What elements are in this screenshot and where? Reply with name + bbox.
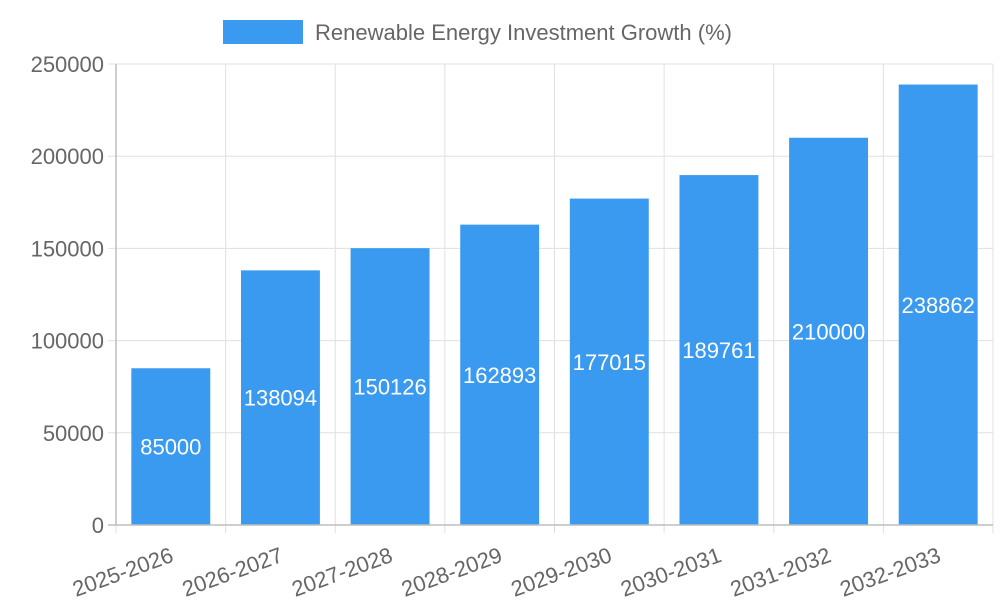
y-tick-label: 100000	[31, 329, 104, 354]
bar-value-label: 85000	[140, 435, 201, 460]
bar-value-label: 138094	[244, 386, 317, 411]
y-tick-label: 200000	[31, 144, 104, 169]
x-tick-label: 2028-2029	[398, 542, 505, 600]
y-tick-label: 0	[92, 513, 104, 538]
x-tick-label: 2026-2027	[179, 542, 286, 600]
x-tick-label: 2030-2031	[617, 542, 724, 600]
bar[interactable]	[240, 270, 320, 525]
grid	[108, 63, 994, 533]
bar[interactable]	[131, 368, 211, 525]
legend[interactable]: Renewable Energy Investment Growth (%)	[223, 20, 732, 45]
legend-label[interactable]: Renewable Energy Investment Growth (%)	[315, 20, 732, 45]
x-tick-label: 2027-2028	[288, 542, 395, 600]
y-axis-ticks: 0 50000 100000 150000 200000 250000	[31, 52, 104, 538]
bar[interactable]	[679, 175, 759, 525]
bars	[131, 84, 978, 525]
legend-swatch[interactable]	[223, 20, 303, 44]
bar-value-label: 189761	[682, 338, 755, 363]
axes	[108, 64, 993, 526]
bar-value-label: 210000	[792, 319, 865, 344]
x-tick-label: 2025-2026	[69, 542, 176, 600]
bar-value-label: 150126	[353, 375, 426, 400]
x-tick-label: 2032-2033	[836, 542, 943, 600]
bar-value-label: 177015	[573, 350, 646, 375]
bar-value-label: 162893	[463, 363, 536, 388]
y-tick-label: 250000	[31, 52, 104, 77]
bar[interactable]	[789, 137, 869, 525]
x-axis-ticks: 2025-2026 2026-2027 2027-2028 2028-2029 2029…	[69, 542, 944, 600]
data-labels: 85000 138094 150126 162893 177015 189761 21000…	[140, 293, 975, 460]
bar[interactable]	[350, 248, 430, 525]
y-tick-label: 50000	[43, 421, 104, 446]
x-tick-label: 2031-2032	[727, 542, 834, 600]
bar-value-label: 238862	[901, 293, 974, 318]
bar[interactable]	[569, 198, 649, 525]
y-tick-label: 150000	[31, 236, 104, 261]
x-tick-label: 2029-2030	[508, 542, 615, 600]
bar[interactable]	[898, 84, 978, 525]
bar[interactable]	[460, 224, 540, 525]
